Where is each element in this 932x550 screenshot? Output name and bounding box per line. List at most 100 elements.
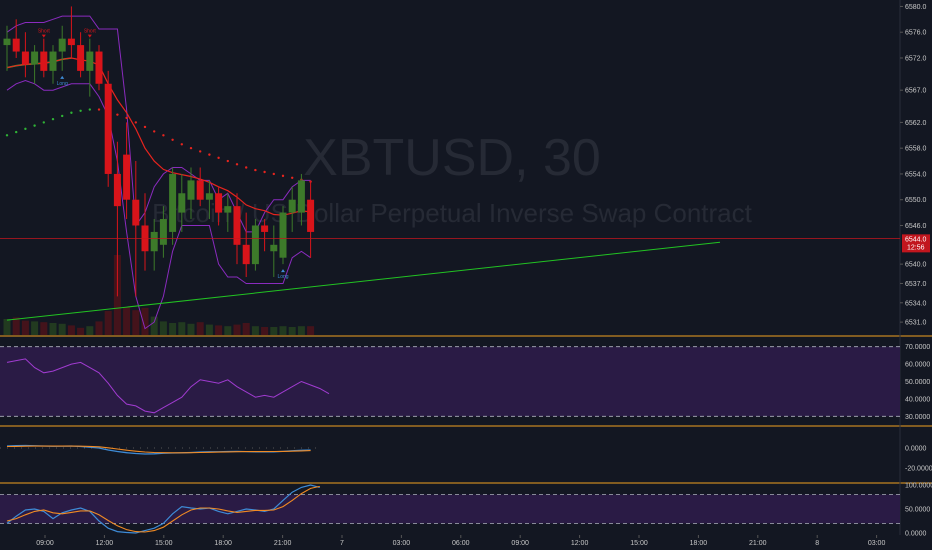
slow-ema-dot <box>199 150 202 153</box>
candle[interactable] <box>261 219 269 252</box>
volume-bar <box>251 326 259 335</box>
volume-bar <box>141 307 149 335</box>
slow-ema-dot <box>153 130 156 133</box>
candle[interactable] <box>3 25 11 71</box>
indicator-lines <box>5 15 721 330</box>
time-tick-label: 21:00 <box>274 540 292 547</box>
volume-bar <box>261 327 269 335</box>
price-tick-label: 6546.0 <box>905 223 927 230</box>
candle[interactable] <box>95 45 103 91</box>
candle-body <box>261 225 269 232</box>
candle[interactable] <box>67 6 75 58</box>
slow-ema-dot <box>116 113 119 116</box>
candle[interactable] <box>40 38 48 78</box>
volume-bar <box>104 311 112 335</box>
candle[interactable] <box>132 161 140 297</box>
candle[interactable] <box>113 141 121 297</box>
volume-bar <box>77 327 85 335</box>
candle[interactable] <box>187 167 195 220</box>
volume-bar <box>224 326 232 335</box>
slow-ema-dot <box>208 153 211 156</box>
candle[interactable] <box>288 186 296 232</box>
time-tick-label: 03:00 <box>868 540 886 547</box>
candle[interactable] <box>169 167 177 245</box>
candle[interactable] <box>21 32 29 78</box>
candle[interactable] <box>31 45 39 84</box>
slow-ema-dot <box>51 117 55 121</box>
candle[interactable] <box>12 19 20 58</box>
time-tick-label: 15:00 <box>155 540 173 547</box>
candle-body <box>307 199 315 232</box>
stoch-tick-label: 0.0000 <box>905 531 927 538</box>
candle-body <box>12 38 20 52</box>
price-tick-label: 6580.0 <box>905 4 927 11</box>
signal-line <box>6 445 311 454</box>
candle[interactable] <box>270 225 278 278</box>
stoch-tick-label: 100.0000 <box>905 483 932 490</box>
candle[interactable] <box>196 167 204 207</box>
rsi-band-fill <box>0 346 900 417</box>
price-tick-label: 6537.0 <box>905 281 927 288</box>
candle[interactable] <box>58 25 66 71</box>
candles[interactable] <box>3 6 315 297</box>
candle-body <box>58 38 66 52</box>
candle-body <box>233 206 241 245</box>
rsi-pane[interactable]: 70.0000 60.0000 50.0000 40.0000 30.0000 <box>0 344 930 421</box>
candle[interactable] <box>251 219 259 271</box>
price-tick-label: 6558.0 <box>905 146 927 153</box>
candle[interactable] <box>178 173 186 232</box>
candle[interactable] <box>49 45 57 84</box>
time-axis[interactable]: 09:00 12:00 15:00 18:00 21:00 7 03:00 06:00 09:0… <box>36 535 885 547</box>
candle[interactable] <box>307 180 315 258</box>
signal-label: Long <box>277 274 288 280</box>
slow-ema-dot <box>134 121 137 124</box>
ema-line <box>6 57 311 216</box>
description-watermark: Bitcoin / US Dollar Perpetual Inverse Sw… <box>152 198 752 228</box>
candle[interactable] <box>150 219 158 271</box>
rsi-line <box>6 358 330 414</box>
volume-bar <box>40 322 48 335</box>
macd-pane[interactable]: 0.0000 -20.0000 <box>0 444 932 473</box>
stoch-pane[interactable]: 100.0000 50.0000 0.0000 <box>0 483 932 538</box>
volume-bar <box>242 323 250 335</box>
rsi-tick-label: 30.0000 <box>905 414 930 421</box>
candle[interactable] <box>123 122 131 220</box>
stoch-d-line <box>6 485 320 533</box>
slow-ema-dot <box>88 108 92 111</box>
candle[interactable] <box>159 206 167 258</box>
band-upper-line <box>6 15 311 233</box>
volume-bar <box>3 319 11 335</box>
price-tick-label: 6554.0 <box>905 171 927 178</box>
candle[interactable] <box>86 38 94 97</box>
slow-ema-dot <box>42 121 45 124</box>
candle[interactable] <box>233 193 241 265</box>
candle[interactable] <box>77 32 85 78</box>
band-lower-line <box>6 79 311 330</box>
price-axis[interactable]: 6580.0 6576.0 6572.0 6567.0 6562.0 6558.0 6554… <box>900 4 927 327</box>
signal-label: Long <box>57 81 68 87</box>
slow-ema-dot <box>235 163 239 166</box>
slow-ema-dot <box>171 138 174 141</box>
candle[interactable] <box>215 186 223 226</box>
candle-body <box>196 180 204 200</box>
candle[interactable] <box>279 206 287 265</box>
candle[interactable] <box>104 70 112 187</box>
volume-bar <box>178 322 186 335</box>
volume-bar <box>187 323 195 335</box>
candle[interactable] <box>224 193 232 232</box>
volume-bar <box>132 310 140 335</box>
slow-ema-dot <box>79 109 82 113</box>
price-tag-bg <box>902 234 930 253</box>
candle-body <box>21 51 29 65</box>
volume-bar <box>58 323 66 335</box>
candle-body <box>187 180 195 200</box>
price-tick-label: 6572.0 <box>905 55 927 62</box>
volume-bar <box>307 326 315 335</box>
candle[interactable] <box>205 180 213 220</box>
candle[interactable] <box>242 212 250 278</box>
candle[interactable] <box>297 173 305 226</box>
candle-body <box>279 212 287 258</box>
rsi-tick-label: 70.0000 <box>905 344 930 351</box>
volume-bar <box>279 326 287 335</box>
